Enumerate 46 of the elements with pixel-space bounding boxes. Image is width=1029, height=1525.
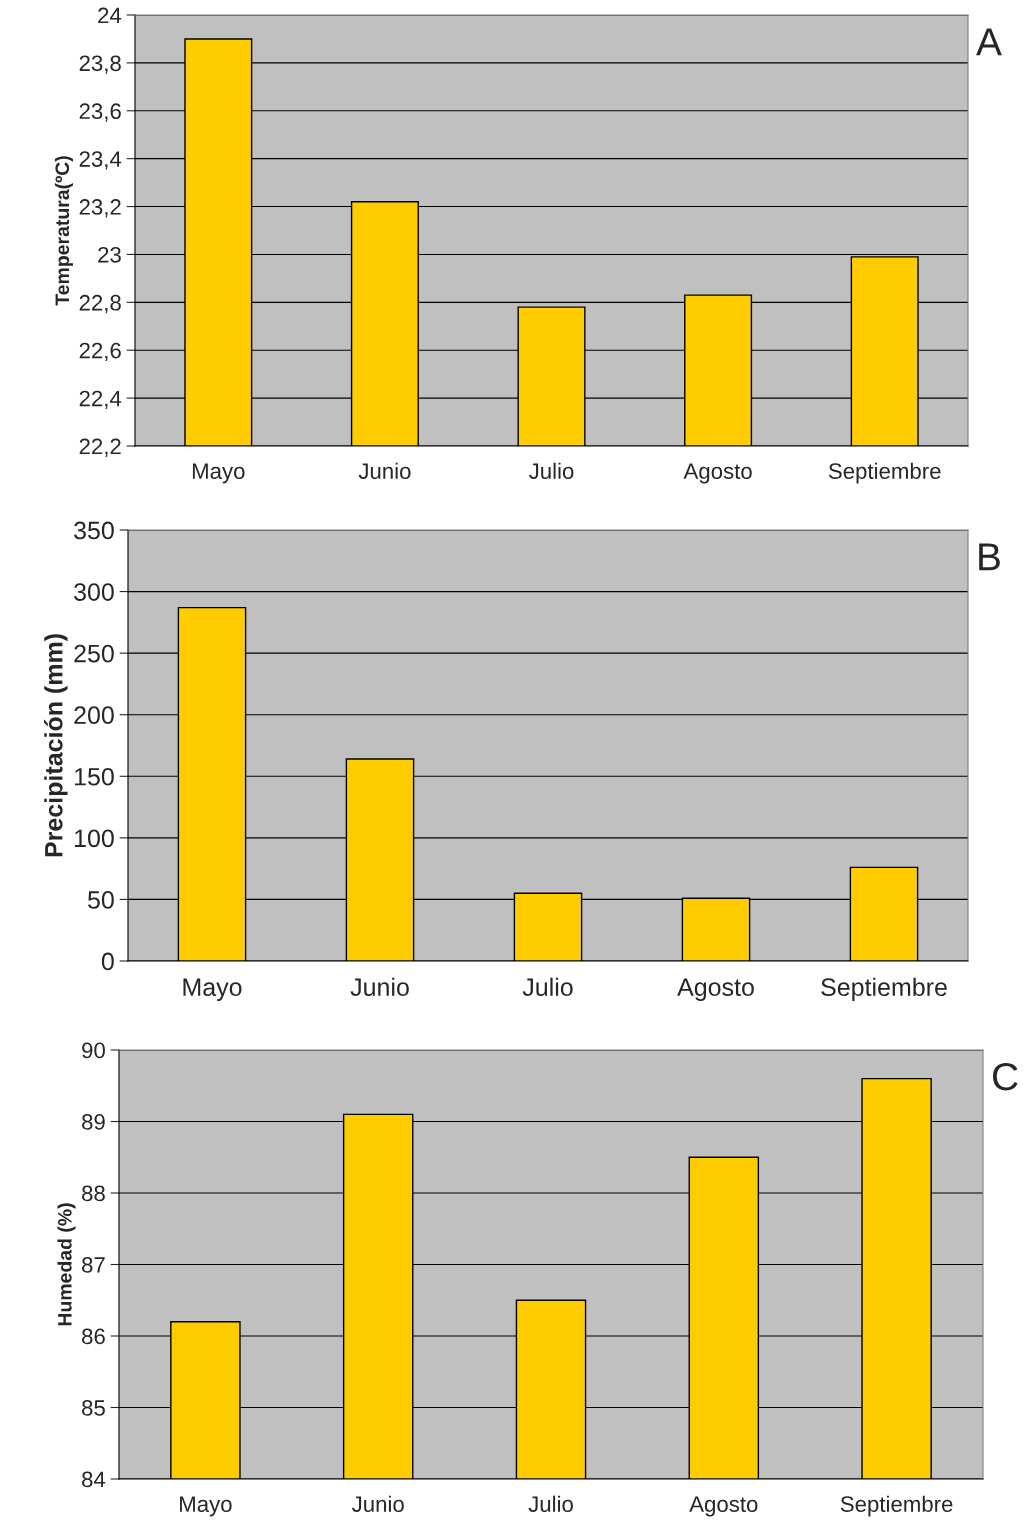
x-tick-label: Agosto <box>677 978 754 1001</box>
y-tick-label: 150 <box>75 767 114 786</box>
y-tick-label: 300 <box>74 583 114 601</box>
x-tick-label: Julio <box>528 1495 573 1512</box>
x-tick-label: Agosto <box>689 1496 758 1517</box>
y-tick-label: 50 <box>88 891 114 909</box>
y-axis-title: Temperatura(ºC) <box>54 156 73 306</box>
x-tick-label: Mayo <box>183 978 242 1001</box>
x-tick-label: Septiembre <box>840 1495 953 1517</box>
y-tick-label: 0 <box>101 952 114 971</box>
x-tick-label: Junio <box>350 977 409 997</box>
y-tick-label: 250 <box>74 644 114 663</box>
y-axis-title: Humedad (%) <box>57 1203 76 1326</box>
y-tick-label: 85 <box>82 1400 105 1416</box>
y-tick-label: 22,8 <box>79 294 121 314</box>
y-tick-label: 87 <box>82 1257 105 1273</box>
x-tick-label: Junio <box>358 462 411 479</box>
text: C <box>992 1062 1018 1091</box>
y-tick-label: 23,8 <box>79 55 121 74</box>
y-tick-label: 88 <box>82 1185 105 1202</box>
text: A <box>976 28 1002 56</box>
text: B <box>979 543 1000 571</box>
x-tick-label: Septiembre <box>821 977 947 1001</box>
x-tick-label: Julio <box>529 462 574 479</box>
x-tick-label: Agosto <box>683 463 752 484</box>
y-tick-label: 22,4 <box>79 390 122 410</box>
y-tick-label: 86 <box>82 1328 105 1345</box>
x-tick-label: Julio <box>522 977 573 997</box>
y-tick-label: 100 <box>75 829 114 848</box>
y-tick-label: 23 <box>98 246 121 263</box>
x-tick-label: Septiembre <box>828 462 941 484</box>
y-tick-label: 22,2 <box>79 438 121 457</box>
x-tick-label: Mayo <box>180 1496 232 1517</box>
y-tick-label: 90 <box>82 1042 105 1059</box>
y-tick-label: 24 <box>98 7 122 24</box>
y-axis-title: Precipitación (mm) <box>44 634 68 857</box>
y-tick-label: 89 <box>82 1114 105 1130</box>
y-tick-label: 23,6 <box>79 103 121 122</box>
y-tick-label: 350 <box>74 521 114 540</box>
y-tick-label: 84 <box>82 1471 106 1488</box>
y-tick-label: 23,4 <box>79 151 122 170</box>
x-tick-label: Junio <box>351 1495 404 1512</box>
y-tick-label: 200 <box>74 706 114 725</box>
y-tick-label: 23,2 <box>79 199 121 218</box>
y-tick-label: 22,6 <box>79 342 121 362</box>
x-tick-label: Mayo <box>192 463 245 484</box>
